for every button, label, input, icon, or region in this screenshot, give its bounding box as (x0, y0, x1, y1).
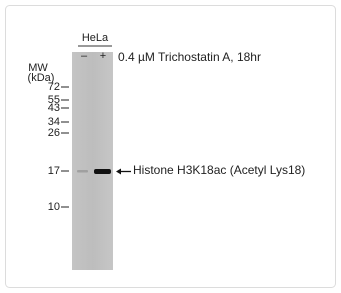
marker-label: 72 (48, 81, 60, 93)
frame (6, 6, 336, 288)
band-label: Histone H3K18ac (Acetyl Lys18) (133, 163, 305, 177)
marker-label: 17 (48, 165, 60, 177)
treatment: 0.4 µM Trichostatin A, 18hr (118, 50, 261, 64)
band-faint (77, 170, 88, 173)
lane-label: – (81, 50, 88, 62)
gel (72, 52, 113, 270)
marker-label: 43 (48, 102, 60, 114)
lane-label: + (100, 50, 106, 62)
marker-label: 26 (48, 127, 60, 139)
band (94, 169, 111, 174)
marker-label: 10 (48, 201, 60, 213)
blot-figure: HeLa – + 0.4 µM Trichostatin A, 18hr MW … (0, 0, 341, 293)
cell-line: HeLa (82, 32, 109, 44)
